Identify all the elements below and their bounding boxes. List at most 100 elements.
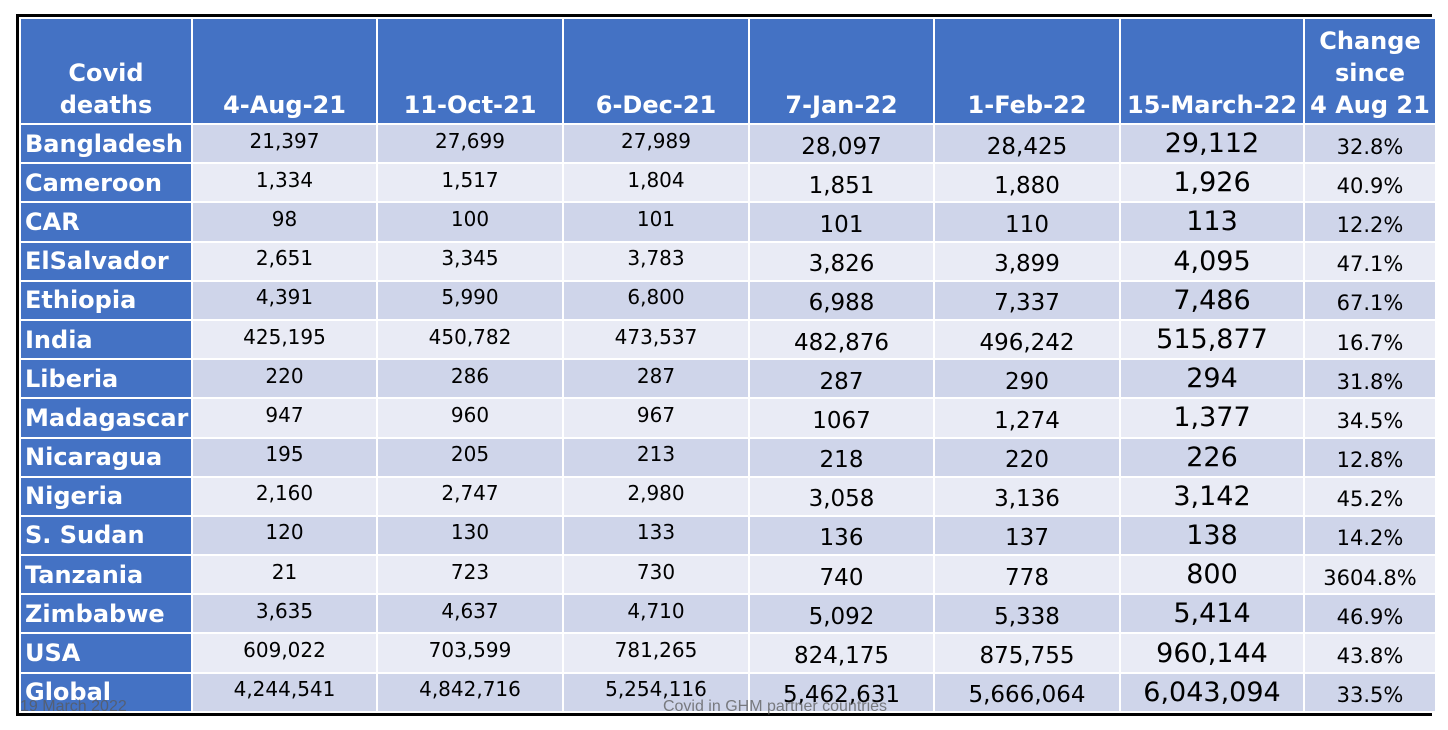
- cell-value: 100: [376, 201, 564, 243]
- country-name: Global: [19, 671, 193, 714]
- table-row: Cameroon 1,334 1,517 1,804 1,851 1,880 1,926 40…: [19, 162, 1437, 204]
- country-name: USA: [19, 632, 193, 674]
- cell-value: 5,338: [933, 593, 1121, 635]
- cell-value: 703,599: [376, 632, 564, 674]
- cell-value: 220: [191, 358, 378, 400]
- cell-value: 43.8%: [1303, 632, 1437, 674]
- cell-value: 47.1%: [1303, 240, 1437, 282]
- column-header: 6-Dec-21: [562, 17, 750, 125]
- cell-value: 29,112: [1119, 122, 1305, 165]
- cell-value: 136: [748, 514, 935, 557]
- country-name: Bangladesh: [19, 122, 193, 165]
- cell-value: 4,710: [562, 593, 750, 635]
- country-name: Nicaragua: [19, 436, 193, 478]
- cell-value: 778: [933, 554, 1121, 596]
- cell-value: 7,337: [933, 279, 1121, 321]
- table-row: Nigeria 2,160 2,747 2,980 3,058 3,136 3,142 45.…: [19, 475, 1437, 517]
- cell-value: 3,826: [748, 240, 935, 282]
- country-name: CAR: [19, 201, 193, 243]
- cell-value: 4,095: [1119, 240, 1305, 282]
- cell-value: 5,462,631: [748, 671, 935, 714]
- cell-value: 3604.8%: [1303, 554, 1437, 596]
- cell-value: 1,274: [933, 397, 1121, 439]
- country-name: India: [19, 318, 193, 361]
- cell-value: 34.5%: [1303, 397, 1437, 439]
- cell-value: 287: [562, 358, 750, 400]
- cell-value: 1,334: [191, 162, 378, 204]
- country-name: Tanzania: [19, 554, 193, 596]
- cell-value: 3,136: [933, 475, 1121, 517]
- cell-value: 473,537: [562, 318, 750, 361]
- cell-value: 226: [1119, 436, 1305, 478]
- cell-value: 1,851: [748, 162, 935, 204]
- cell-value: 4,842,716: [376, 671, 564, 714]
- column-header: 1-Feb-22: [933, 17, 1121, 125]
- cell-value: 67.1%: [1303, 279, 1437, 321]
- column-header: Covid deaths: [19, 17, 193, 125]
- cell-value: 21,397: [191, 122, 378, 165]
- cell-value: 1,377: [1119, 397, 1305, 439]
- cell-value: 482,876: [748, 318, 935, 361]
- cell-value: 40.9%: [1303, 162, 1437, 204]
- cell-value: 28,097: [748, 122, 935, 165]
- country-name: Cameroon: [19, 162, 193, 204]
- cell-value: 5,666,064: [933, 671, 1121, 714]
- cell-value: 1,880: [933, 162, 1121, 204]
- cell-value: 195: [191, 436, 378, 478]
- table-row: Tanzania 21 723 730 740 778 800 3604.8%: [19, 554, 1437, 596]
- cell-value: 6,800: [562, 279, 750, 321]
- cell-value: 740: [748, 554, 935, 596]
- country-name: Ethiopia: [19, 279, 193, 321]
- cell-value: 120: [191, 514, 378, 557]
- country-name: ElSalvador: [19, 240, 193, 282]
- cell-value: 3,058: [748, 475, 935, 517]
- table-row: ElSalvador 2,651 3,345 3,783 3,826 3,899 4,095…: [19, 240, 1437, 282]
- cell-value: 27,989: [562, 122, 750, 165]
- cell-value: 960: [376, 397, 564, 439]
- column-header: 7-Jan-22: [748, 17, 935, 125]
- cell-value: 7,486: [1119, 279, 1305, 321]
- table-row: Liberia 220 286 287 287 290 294 31.8%: [19, 358, 1437, 400]
- cell-value: 130: [376, 514, 564, 557]
- cell-value: 16.7%: [1303, 318, 1437, 361]
- cell-value: 425,195: [191, 318, 378, 361]
- cell-value: 14.2%: [1303, 514, 1437, 557]
- cell-value: 133: [562, 514, 750, 557]
- cell-value: 2,651: [191, 240, 378, 282]
- cell-value: 4,244,541: [191, 671, 378, 714]
- cell-value: 110: [933, 201, 1121, 243]
- cell-value: 450,782: [376, 318, 564, 361]
- table-row: Bangladesh 21,397 27,699 27,989 28,097 28,425…: [19, 122, 1437, 165]
- cell-value: 3,783: [562, 240, 750, 282]
- cell-value: 723: [376, 554, 564, 596]
- column-header: Change since 4 Aug 21: [1303, 17, 1437, 125]
- cell-value: 2,160: [191, 475, 378, 517]
- cell-value: 27,699: [376, 122, 564, 165]
- table-row: Ethiopia 4,391 5,990 6,800 6,988 7,337 7,486 67…: [19, 279, 1437, 321]
- cell-value: 98: [191, 201, 378, 243]
- cell-value: 3,345: [376, 240, 564, 282]
- cell-value: 2,980: [562, 475, 750, 517]
- cell-value: 515,877: [1119, 318, 1305, 361]
- country-name: S. Sudan: [19, 514, 193, 557]
- cell-value: 3,635: [191, 593, 378, 635]
- country-name: Madagascar: [19, 397, 193, 439]
- table-row: Global 4,244,541 4,842,716 5,254,116 5,462,6…: [19, 671, 1437, 714]
- cell-value: 21: [191, 554, 378, 596]
- cell-value: 101: [562, 201, 750, 243]
- cell-value: 32.8%: [1303, 122, 1437, 165]
- cell-value: 947: [191, 397, 378, 439]
- cell-value: 46.9%: [1303, 593, 1437, 635]
- cell-value: 218: [748, 436, 935, 478]
- cell-value: 1067: [748, 397, 935, 439]
- cell-value: 138: [1119, 514, 1305, 557]
- country-name: Nigeria: [19, 475, 193, 517]
- cell-value: 730: [562, 554, 750, 596]
- cell-value: 213: [562, 436, 750, 478]
- cell-value: 960,144: [1119, 632, 1305, 674]
- table-row: India 425,195 450,782 473,537 482,876 496,242…: [19, 318, 1437, 361]
- cell-value: 1,517: [376, 162, 564, 204]
- cell-value: 496,242: [933, 318, 1121, 361]
- cell-value: 137: [933, 514, 1121, 557]
